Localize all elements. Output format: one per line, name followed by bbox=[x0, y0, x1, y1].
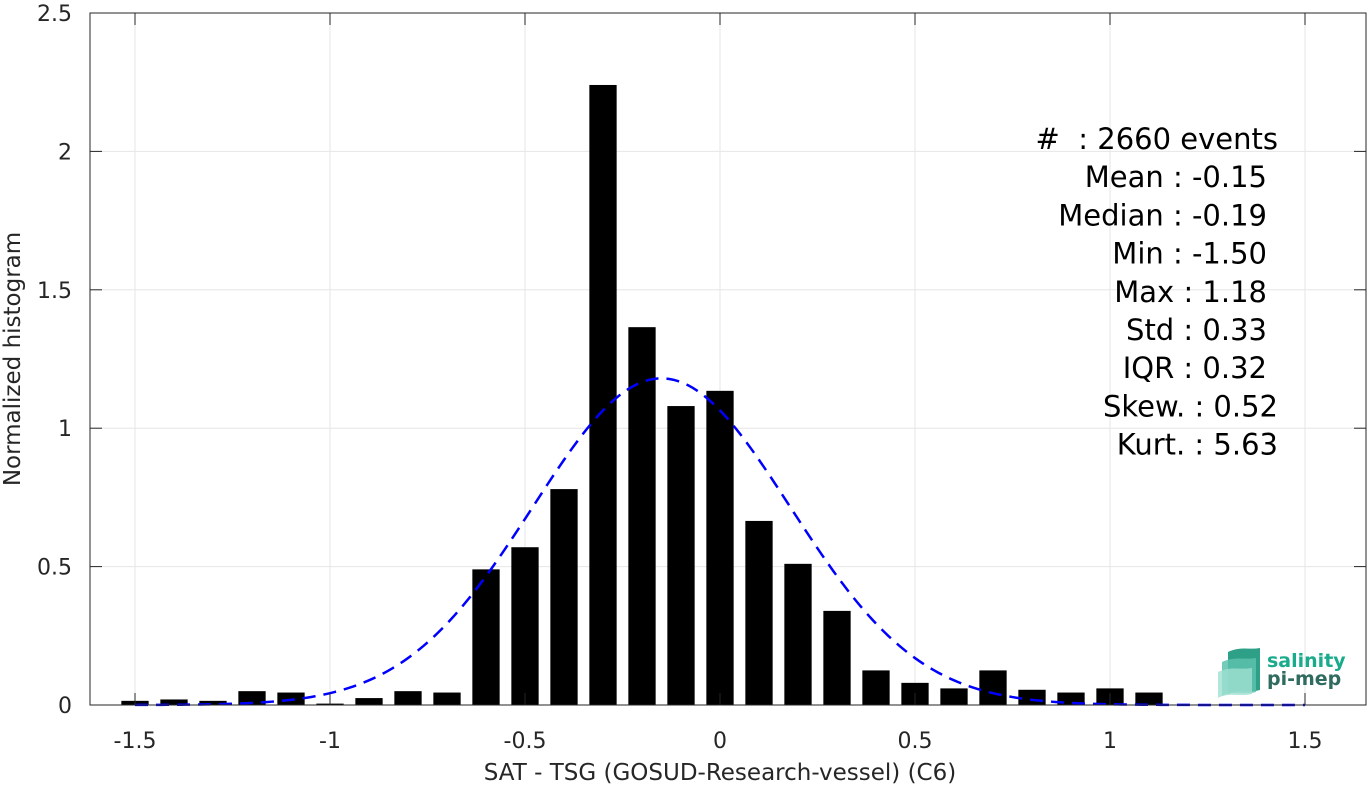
y-tick-label: 2.5 bbox=[37, 2, 72, 27]
y-tick-label: 1 bbox=[58, 417, 72, 442]
stats-line: Median : -0.19 bbox=[1058, 198, 1267, 232]
histogram-bar bbox=[667, 406, 695, 705]
stats-line: Mean : -0.15 bbox=[1085, 160, 1267, 194]
y-tick-label: 2 bbox=[58, 140, 72, 165]
histogram-bar bbox=[589, 84, 617, 705]
stats-line: Kurt. : 5.63 bbox=[1117, 428, 1278, 462]
logo-text-pi-mep: pi-mep bbox=[1267, 668, 1341, 690]
wave-logo-icon bbox=[1218, 648, 1260, 698]
salinity-pi-mep-logo: salinity pi-mep bbox=[1218, 648, 1346, 698]
histogram-bar bbox=[940, 688, 968, 705]
histogram-bar bbox=[784, 563, 812, 705]
histogram-bar bbox=[979, 670, 1007, 705]
stats-line: IQR : 0.32 bbox=[1123, 351, 1267, 385]
histogram-bar bbox=[199, 700, 227, 705]
histogram-bar bbox=[1057, 692, 1085, 705]
stats-line: Max : 1.18 bbox=[1114, 275, 1267, 309]
x-tick-label: -1.5 bbox=[114, 729, 157, 754]
histogram-bar bbox=[823, 610, 851, 705]
histogram-bar bbox=[1135, 692, 1163, 705]
histogram-bar bbox=[238, 691, 266, 705]
histogram-bar bbox=[862, 670, 890, 705]
histogram-bar bbox=[745, 520, 773, 705]
histogram-bar bbox=[433, 692, 461, 705]
histogram-bar bbox=[1018, 689, 1046, 705]
histogram-bars bbox=[121, 84, 1163, 705]
x-tick-label: -1 bbox=[319, 729, 341, 754]
y-tick-label: 0 bbox=[58, 694, 72, 719]
x-tick-label: 1.5 bbox=[1288, 729, 1323, 754]
histogram-bar bbox=[472, 569, 500, 705]
y-tick-labels: 0 0.5 1 1.5 2 2.5 bbox=[37, 2, 72, 719]
plot-frame bbox=[89, 12, 1367, 706]
histogram-bar bbox=[355, 698, 383, 705]
histogram-bar bbox=[160, 699, 188, 705]
y-axis-label: Normalized histogram bbox=[0, 232, 26, 486]
y-tick-label: 1.5 bbox=[37, 279, 72, 304]
x-tick-label: -0.5 bbox=[504, 729, 547, 754]
stats-line: Min : -1.50 bbox=[1112, 237, 1267, 271]
x-tick-label: 0 bbox=[713, 729, 727, 754]
histogram-bar bbox=[628, 327, 656, 705]
x-tick-labels: -1.5 -1 -0.5 0 0.5 1 1.5 bbox=[114, 729, 1323, 754]
stats-line: # : 2660 events bbox=[1036, 122, 1278, 156]
x-axis-label: SAT - TSG (GOSUD-Research-vessel) (C6) bbox=[484, 760, 956, 785]
y-tick-label: 0.5 bbox=[37, 556, 72, 581]
logo-text-salinity: salinity bbox=[1267, 650, 1346, 672]
x-tick-label: 0.5 bbox=[898, 729, 933, 754]
histogram-bar bbox=[706, 390, 734, 705]
histogram-bar bbox=[394, 691, 422, 705]
x-tick-label: 1 bbox=[1103, 729, 1117, 754]
stats-line: Skew. : 0.52 bbox=[1103, 389, 1278, 423]
axis-ticks bbox=[90, 12, 1366, 706]
histogram-bar bbox=[550, 489, 578, 705]
stats-line: Std : 0.33 bbox=[1126, 313, 1267, 347]
stats-box: # : 2660 events Mean : -0.15 Median : -0.1… bbox=[1036, 122, 1278, 462]
histogram-bar bbox=[511, 547, 539, 705]
